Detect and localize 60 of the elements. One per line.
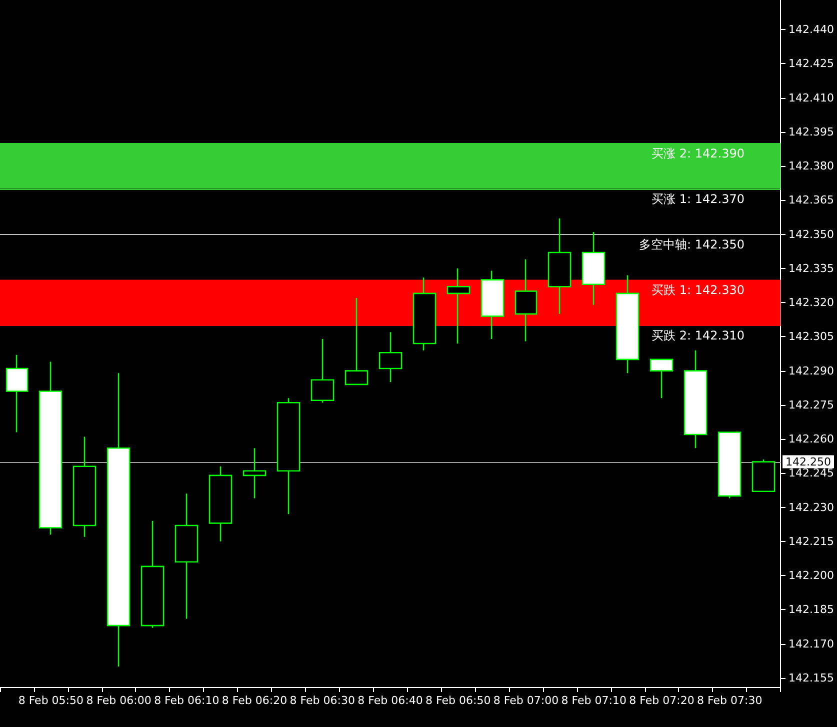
ref-line-label: 买跌 2: 142.310 <box>652 328 745 342</box>
y-tick-label: 142.380 <box>788 160 834 173</box>
candlestick <box>718 432 742 499</box>
x-tick-label: 8 Feb 07:30 <box>697 694 762 707</box>
candlestick <box>616 274 640 374</box>
ref-line-label: 买跌 1: 142.330 <box>652 282 745 297</box>
y-tick-label: 142.230 <box>788 500 834 514</box>
y-tick-label: 142.395 <box>788 125 834 138</box>
y-tick-label: 142.200 <box>788 569 834 582</box>
y-tick-label: 142.440 <box>788 23 834 36</box>
y-tick-label: 142.425 <box>788 57 834 70</box>
ref-line-label: 买涨 2: 142.390 <box>652 146 745 160</box>
x-tick-label: 8 Feb 07:20 <box>629 694 694 707</box>
candlestick <box>582 231 606 306</box>
x-tick-label: 8 Feb 05:50 <box>18 694 84 707</box>
candlestick <box>140 520 164 629</box>
candlestick <box>412 276 436 351</box>
candlestick <box>72 436 96 538</box>
candlestick <box>344 297 368 386</box>
x-tick-label: 8 Feb 06:10 <box>154 694 220 707</box>
candlestick <box>446 268 470 344</box>
candlestick <box>650 358 674 399</box>
candlestick <box>276 397 300 515</box>
y-tick-label: 142.335 <box>788 262 834 275</box>
candlestick <box>548 218 572 315</box>
ref-line-label: 买涨 1: 142.370 <box>652 192 745 206</box>
x-tick-label: 8 Feb 06:40 <box>358 694 423 707</box>
candlestick <box>514 258 538 342</box>
candlestick <box>378 331 402 383</box>
candlestick <box>310 338 334 404</box>
candlestick <box>242 447 266 499</box>
candlestick <box>6 354 28 433</box>
ref-line-label: 142.250 <box>786 455 832 468</box>
y-tick-label: 142.275 <box>788 398 834 412</box>
y-tick-label: 142.215 <box>788 534 834 548</box>
candlestick <box>106 372 130 668</box>
y-tick-label: 142.185 <box>788 603 834 616</box>
x-tick-label: 8 Feb 06:50 <box>426 694 491 707</box>
y-tick-label: 142.290 <box>788 364 834 378</box>
y-tick-label: 142.260 <box>788 432 834 446</box>
candlestick <box>208 466 232 542</box>
candlestick <box>684 350 708 449</box>
y-tick-label: 142.320 <box>788 296 834 310</box>
y-tick-label: 142.155 <box>788 671 834 684</box>
candlestick <box>38 361 62 536</box>
y-tick-label: 142.170 <box>788 637 834 650</box>
x-tick-label: 8 Feb 07:10 <box>561 694 626 707</box>
x-tick-label: 8 Feb 06:30 <box>290 694 355 707</box>
y-tick-label: 142.305 <box>788 330 834 344</box>
candlestick <box>174 492 198 620</box>
x-tick-label: 8 Feb 06:00 <box>86 694 152 707</box>
y-tick-label: 142.410 <box>788 91 834 104</box>
candlestick <box>480 270 504 340</box>
x-tick-label: 8 Feb 06:20 <box>222 694 288 707</box>
candlestick <box>752 458 776 492</box>
y-tick-label: 142.350 <box>788 228 834 241</box>
y-tick-label: 142.365 <box>788 194 834 207</box>
ref-line-label: 多空中轴: 142.350 <box>639 237 745 252</box>
y-tick-label: 142.245 <box>788 466 834 480</box>
x-tick-label: 8 Feb 07:00 <box>493 694 559 707</box>
